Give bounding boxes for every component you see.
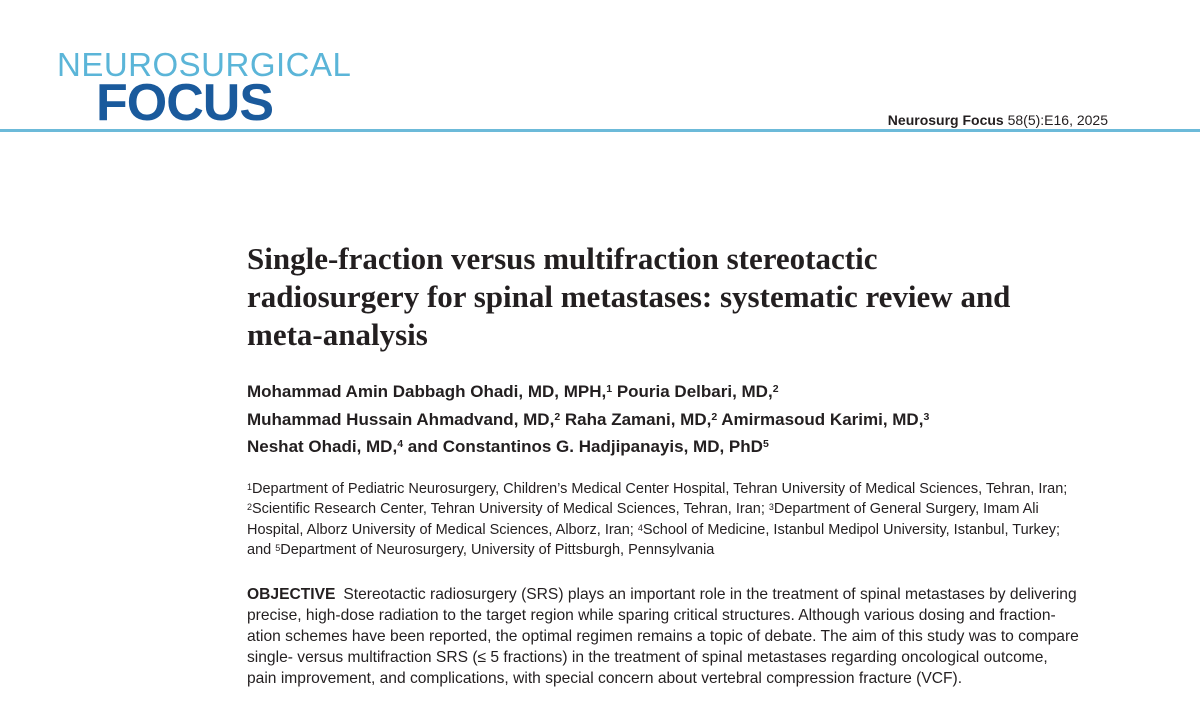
affiliation-text: Department of Neurosurgery, University o…: [280, 541, 715, 558]
journal-name: NEUROSURGICAL: [57, 46, 352, 83]
title-line: meta-analysis: [247, 317, 428, 352]
title-line: radiosurgery for spinal metastases: syst…: [247, 279, 1011, 314]
abstract-line: precise, high-dose radiation to the targ…: [247, 605, 1079, 626]
section-label: OBJECTIVE: [247, 586, 336, 603]
affiliation-mark: 2: [247, 502, 252, 513]
author-affiliation-mark: 5: [762, 438, 769, 450]
header-rule: [0, 129, 1200, 132]
journal-name: FOCUS: [96, 74, 274, 132]
author-line: Muhammad Hussain Ahmadvand, MD,2 Raha Za…: [247, 406, 929, 434]
abstract-line: ation schemes have been reported, the op…: [247, 626, 1079, 647]
author-line: Neshat Ohadi, MD,4 and Constantinos G. H…: [247, 433, 929, 461]
author-affiliation-mark: 3: [923, 410, 930, 423]
abstract-text: precise, high-dose radiation to the targ…: [247, 607, 1056, 624]
author-affiliation-mark: 2: [554, 410, 561, 423]
author-line: Mohammad Amin Dabbagh Ohadi, MD, MPH,1 P…: [247, 378, 929, 406]
abstract-line: OBJECTIVE Stereotactic radiosurgery (SRS)…: [247, 584, 1079, 605]
affiliation-mark: 3: [768, 502, 774, 513]
abstract-text: single- versus multifraction SRS (≤ 5 fr…: [247, 649, 1048, 666]
affiliation-text: School of Medicine, Istanbul Medipol Uni…: [642, 521, 1061, 538]
article-title: Single-fraction versus multifraction ste…: [247, 240, 1010, 354]
author-name: Neshat Ohadi, MD,: [247, 437, 398, 456]
abstract-line: single- versus multifraction SRS (≤ 5 fr…: [247, 647, 1079, 668]
title-line: Single-fraction versus multifraction ste…: [247, 241, 878, 276]
affiliation-text: Hospital, Alborz University of Medical S…: [247, 521, 638, 538]
abstract-line: pain improvement, and complications, wit…: [247, 668, 1079, 689]
author-name: Mohammad Amin Dabbagh Ohadi, MD, MPH,: [247, 382, 607, 401]
author-name: Amirmasoud Karimi, MD,: [721, 409, 924, 429]
affiliation-line: 1Department of Pediatric Neurosurgery, C…: [247, 479, 1067, 499]
authors: Mohammad Amin Dabbagh Ohadi, MD, MPH,1 P…: [247, 378, 929, 461]
citation: Neurosurg Focus 58(5):E16, 2025: [888, 111, 1108, 129]
author-affiliation-mark: 2: [711, 410, 718, 423]
affiliation-text: Scientific Research Center, Tehran Unive…: [252, 501, 769, 518]
affiliation-mark: 4: [637, 522, 643, 533]
abstract-text: pain improvement, and complications, wit…: [247, 670, 963, 687]
affiliations: 1Department of Pediatric Neurosurgery, C…: [247, 479, 1067, 560]
affiliation-mark: 5: [275, 542, 281, 553]
affiliation-line: 2Scientific Research Center, Tehran Univ…: [247, 499, 1067, 519]
citation-ref: 58(5):E16, 2025: [1007, 112, 1108, 128]
abstract: OBJECTIVE Stereotactic radiosurgery (SRS)…: [247, 584, 1079, 689]
author-name: Muhammad Hussain Ahmadvand, MD,: [247, 409, 555, 429]
affiliation-line: Hospital, Alborz University of Medical S…: [247, 520, 1067, 540]
abstract-text: Stereotactic radiosurgery (SRS) plays an…: [343, 586, 1077, 603]
citation-journal: Neurosurg Focus: [887, 112, 1004, 128]
author-name: Raha Zamani, MD,: [564, 409, 712, 429]
affiliation-text: Department of Pediatric Neurosurgery, Ch…: [252, 481, 1068, 497]
author-name: and Constantinos G. Hadjipanayis, MD, Ph…: [407, 437, 763, 456]
author-affiliation-mark: 1: [606, 383, 613, 395]
author-affiliation-mark: 2: [772, 383, 779, 395]
author-affiliation-mark: 4: [397, 438, 404, 450]
abstract-text: ation schemes have been reported, the op…: [247, 628, 1079, 645]
affiliation-line: and 5Department of Neurosurgery, Univers…: [247, 540, 1067, 560]
author-name: Pouria Delbari, MD,: [616, 382, 773, 401]
affiliation-text: and: [247, 541, 276, 558]
affiliation-text: Department of General Surgery, Imam Ali: [773, 501, 1039, 518]
affiliation-mark: 1: [247, 482, 252, 492]
